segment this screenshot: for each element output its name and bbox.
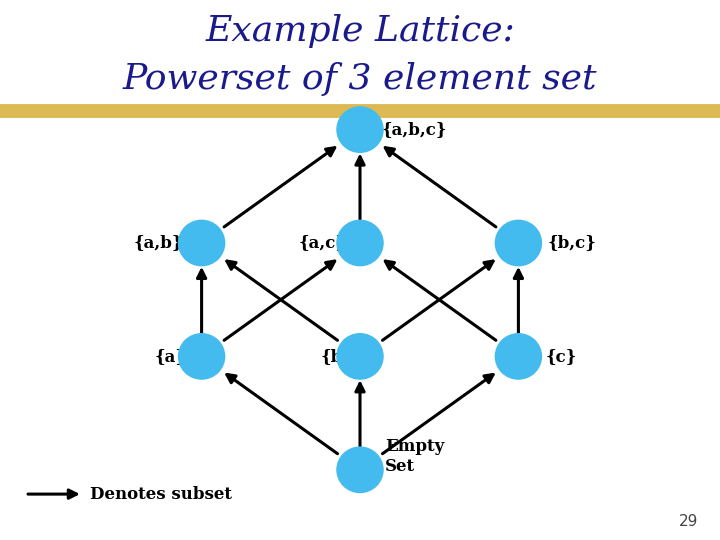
Text: {a}: {a} (155, 348, 186, 365)
Text: {a,c}: {a,c} (299, 234, 347, 252)
Text: {c}: {c} (546, 348, 577, 365)
Ellipse shape (337, 220, 383, 266)
Text: Denotes subset: Denotes subset (90, 485, 232, 503)
Ellipse shape (179, 334, 225, 379)
Text: Powerset of 3 element set: Powerset of 3 element set (122, 62, 598, 96)
Ellipse shape (337, 334, 383, 379)
Text: Empty
Set: Empty Set (385, 438, 444, 475)
Text: Example Lattice:: Example Lattice: (205, 14, 515, 48)
Text: {b,c}: {b,c} (547, 234, 596, 252)
Text: {b}: {b} (320, 348, 354, 365)
Text: {a,b}: {a,b} (133, 234, 183, 252)
Text: 29: 29 (679, 514, 698, 529)
Ellipse shape (337, 447, 383, 492)
Ellipse shape (495, 220, 541, 266)
Ellipse shape (495, 334, 541, 379)
Text: {a,b,c}: {a,b,c} (382, 121, 447, 138)
Ellipse shape (179, 220, 225, 266)
Ellipse shape (337, 107, 383, 152)
